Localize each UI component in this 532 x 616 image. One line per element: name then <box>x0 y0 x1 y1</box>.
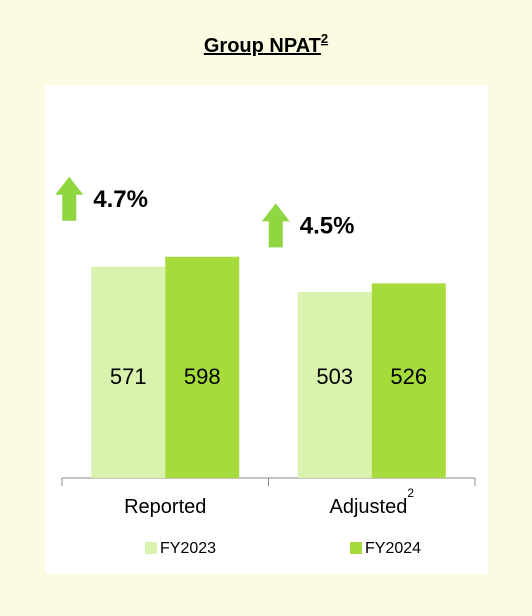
annotation: 4.7% <box>93 186 148 213</box>
title-note: 2 <box>321 31 328 46</box>
bar <box>91 266 166 478</box>
title-text: Group NPAT <box>204 35 321 57</box>
legend-swatch <box>145 542 157 554</box>
value-label: 503 <box>316 364 353 389</box>
category-text: Adjusted <box>329 496 407 518</box>
value-label: 571 <box>110 364 147 389</box>
value-label: 598 <box>184 364 221 389</box>
chart-title: Group NPAT2 <box>204 31 328 57</box>
bar <box>297 291 372 478</box>
bar <box>371 283 446 478</box>
legend-label: FY2024 <box>365 540 421 557</box>
value-label: 526 <box>390 364 427 389</box>
bar <box>165 256 240 478</box>
arrow <box>55 176 84 221</box>
annotation: 4.5% <box>300 213 355 240</box>
x-tick-label: Reported <box>124 496 206 518</box>
category-note: 2 <box>407 486 414 500</box>
legend-label: FY2023 <box>160 540 216 557</box>
category-text: Reported <box>124 496 206 518</box>
legend-swatch <box>350 542 362 554</box>
x-tick-label: Adjusted2 <box>329 486 414 518</box>
arrow <box>261 203 290 248</box>
